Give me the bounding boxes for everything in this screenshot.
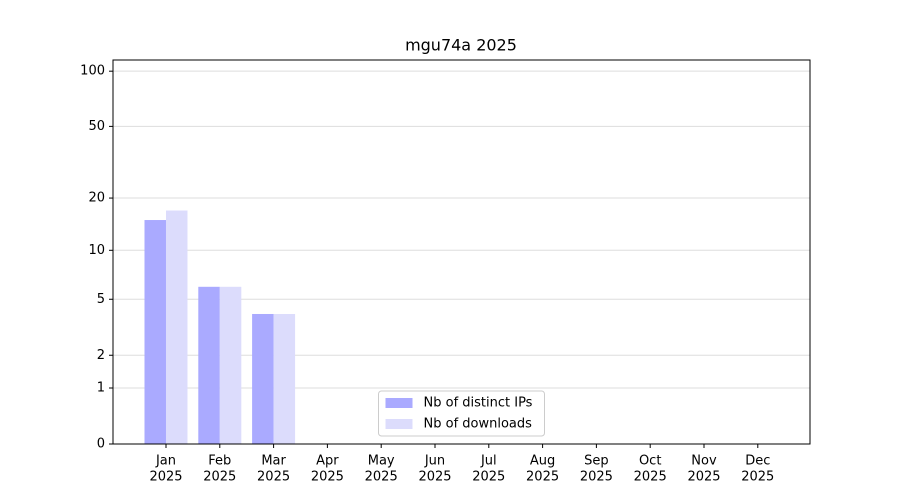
labels: 0125102050100Jan2025Feb2025Mar2025Apr202… — [80, 64, 774, 485]
x-tick-label: 2025 — [365, 470, 398, 485]
chart-title: mgu74a 2025 — [405, 36, 517, 55]
legend-swatch — [385, 419, 413, 429]
legend-box — [378, 390, 545, 437]
y-tick-label: 20 — [88, 191, 105, 206]
y-tick-label: 10 — [88, 243, 105, 258]
legend-swatch — [385, 398, 413, 408]
x-tick-label: 2025 — [203, 470, 236, 485]
x-tick-label: Apr — [316, 454, 339, 469]
y-tick-label: 50 — [88, 119, 105, 134]
x-tick-label: Mar — [261, 454, 286, 469]
y-tick-label: 0 — [97, 437, 105, 452]
x-tick-label: 2025 — [472, 470, 505, 485]
bar — [144, 220, 166, 444]
x-tick-label: Aug — [530, 454, 555, 469]
x-tick-label: 2025 — [634, 470, 667, 485]
bars — [144, 210, 296, 444]
x-tick-label: May — [368, 454, 395, 469]
x-tick-label: Jan — [155, 454, 176, 469]
bar — [252, 313, 274, 444]
x-tick-label: Jun — [424, 454, 445, 469]
x-tick-label: 2025 — [257, 470, 290, 485]
x-tick-label: 2025 — [149, 470, 182, 485]
x-tick-label: Jul — [480, 454, 497, 469]
x-tick-label: Oct — [639, 454, 661, 469]
legend-label: Nb of distinct IPs — [424, 396, 533, 411]
x-tick-label: 2025 — [526, 470, 559, 485]
y-tick-label: 1 — [97, 381, 105, 396]
x-tick-label: Sep — [584, 454, 609, 469]
x-tick-label: Feb — [208, 454, 231, 469]
axes-frame — [112, 59, 811, 445]
y-tick-label: 2 — [97, 348, 105, 363]
bar — [273, 313, 296, 444]
x-tick-label: Dec — [745, 454, 770, 469]
x-tick-label: 2025 — [687, 470, 720, 485]
legend-label: Nb of downloads — [424, 417, 533, 432]
x-tick-label: Nov — [691, 454, 717, 469]
x-tick-label: 2025 — [311, 470, 344, 485]
bar — [219, 286, 242, 444]
y-tick-label: 5 — [97, 292, 105, 307]
x-tick-label: 2025 — [580, 470, 613, 485]
bar — [165, 210, 188, 444]
x-tick-label: 2025 — [418, 470, 451, 485]
y-tick-label: 100 — [80, 64, 105, 79]
bar — [198, 286, 220, 444]
x-tick-label: 2025 — [741, 470, 774, 485]
